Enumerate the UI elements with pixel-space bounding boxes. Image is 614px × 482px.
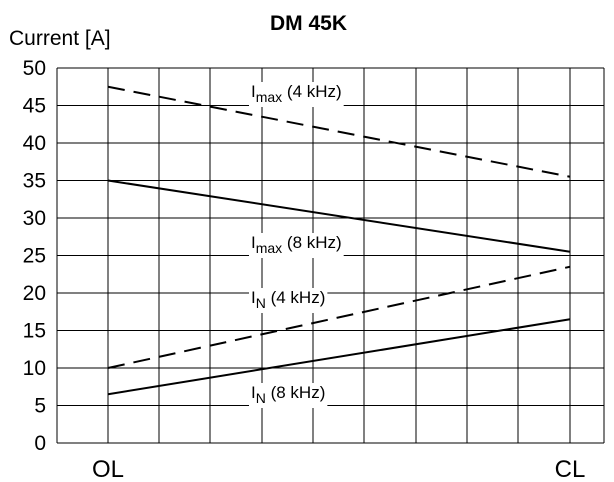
y-tick-label: 5	[34, 395, 46, 418]
y-tick-label: 50	[23, 57, 46, 80]
series-line	[107, 318, 571, 396]
y-tick-label: 20	[23, 282, 46, 305]
y-tick-label: 45	[23, 95, 46, 118]
series-line	[107, 265, 571, 369]
series-labels: Imax (4 kHz) Imax (8 kHz) IN (4 kHz) IN (8 …	[249, 82, 344, 408]
series-label-bg	[249, 82, 344, 107]
series-label: Imax (8 kHz)	[251, 233, 342, 256]
y-tick-label: 25	[23, 245, 46, 268]
chart-title: DM 45K	[270, 12, 348, 35]
y-tick-label: 30	[23, 207, 46, 230]
x-tick-label: OL	[92, 456, 124, 482]
x-tick-labels: OL CL	[92, 456, 585, 482]
y-tick-label: 35	[23, 170, 46, 193]
x-tick-label: CL	[555, 456, 586, 482]
series-label-bg	[249, 233, 344, 258]
y-axis-label: Current [A]	[9, 27, 111, 50]
y-tick-label: 40	[23, 132, 46, 155]
series-label: IN (8 kHz)	[251, 383, 325, 406]
series-line	[107, 179, 571, 253]
series-label-bg	[249, 288, 328, 313]
series-label: Imax (4 kHz)	[251, 82, 342, 105]
y-tick-label: 15	[23, 320, 46, 343]
series-label: IN (4 kHz)	[251, 288, 325, 311]
y-tick-labels: 0 5 10 15 20 25 30 35 40 45 50	[23, 57, 46, 455]
chart-grid	[56, 67, 605, 444]
series-line	[107, 85, 571, 178]
series-label-bg	[249, 383, 328, 408]
y-tick-label: 10	[23, 357, 46, 380]
series-lines	[107, 85, 571, 396]
y-tick-label: 0	[34, 432, 46, 455]
